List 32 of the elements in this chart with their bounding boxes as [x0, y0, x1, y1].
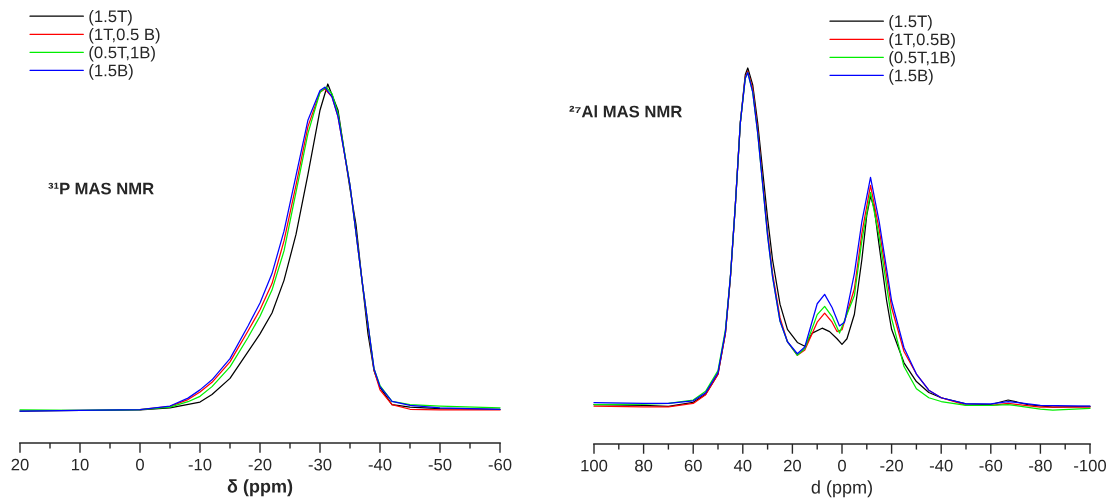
x-tick-label: -60: [488, 458, 512, 471]
x-tick-label: -100: [1074, 459, 1107, 472]
x-tick-label: -60: [979, 459, 1003, 472]
x-tick-label: 100: [581, 459, 608, 472]
x-tick-label: -80: [1029, 459, 1052, 472]
annotation: ³¹P MAS NMR: [48, 182, 154, 195]
x-tick-label: -50: [428, 458, 452, 471]
x-tick-label: -40: [368, 458, 392, 471]
x-tick-label: -20: [248, 458, 272, 471]
legend-label: (1T,0.5B): [889, 33, 955, 49]
annotation: ²⁷Al MAS NMR: [569, 105, 683, 118]
x-axis-title: δ (ppm): [227, 479, 293, 497]
x-tick-label: 40: [733, 459, 752, 472]
legend-label: (1.5T): [889, 15, 932, 31]
x-tick-label: 20: [783, 459, 802, 472]
x-tick-label: 0: [136, 458, 144, 471]
legend-label: (1.5B): [89, 64, 133, 80]
x-tick-label: -10: [188, 458, 212, 471]
x-tick-label: 60: [684, 459, 702, 472]
x-tick-label: 80: [635, 459, 653, 472]
x-tick-label: -20: [880, 459, 903, 472]
x-axis-title: d (ppm): [811, 480, 872, 498]
x-tick-label: -30: [308, 458, 332, 471]
legend-label: (1T,0.5 B): [89, 28, 160, 44]
x-tick-label: 20: [11, 458, 29, 471]
legend-label: (1.5T): [89, 10, 132, 26]
legend-label: (1.5B): [889, 69, 933, 85]
x-tick-label: -40: [929, 459, 953, 472]
x-tick-label: 10: [72, 458, 89, 471]
legend-label: (0.5T,1B): [889, 51, 955, 67]
x-tick-label: 0: [838, 459, 846, 472]
legend-label: (0.5T,1B): [89, 46, 155, 62]
